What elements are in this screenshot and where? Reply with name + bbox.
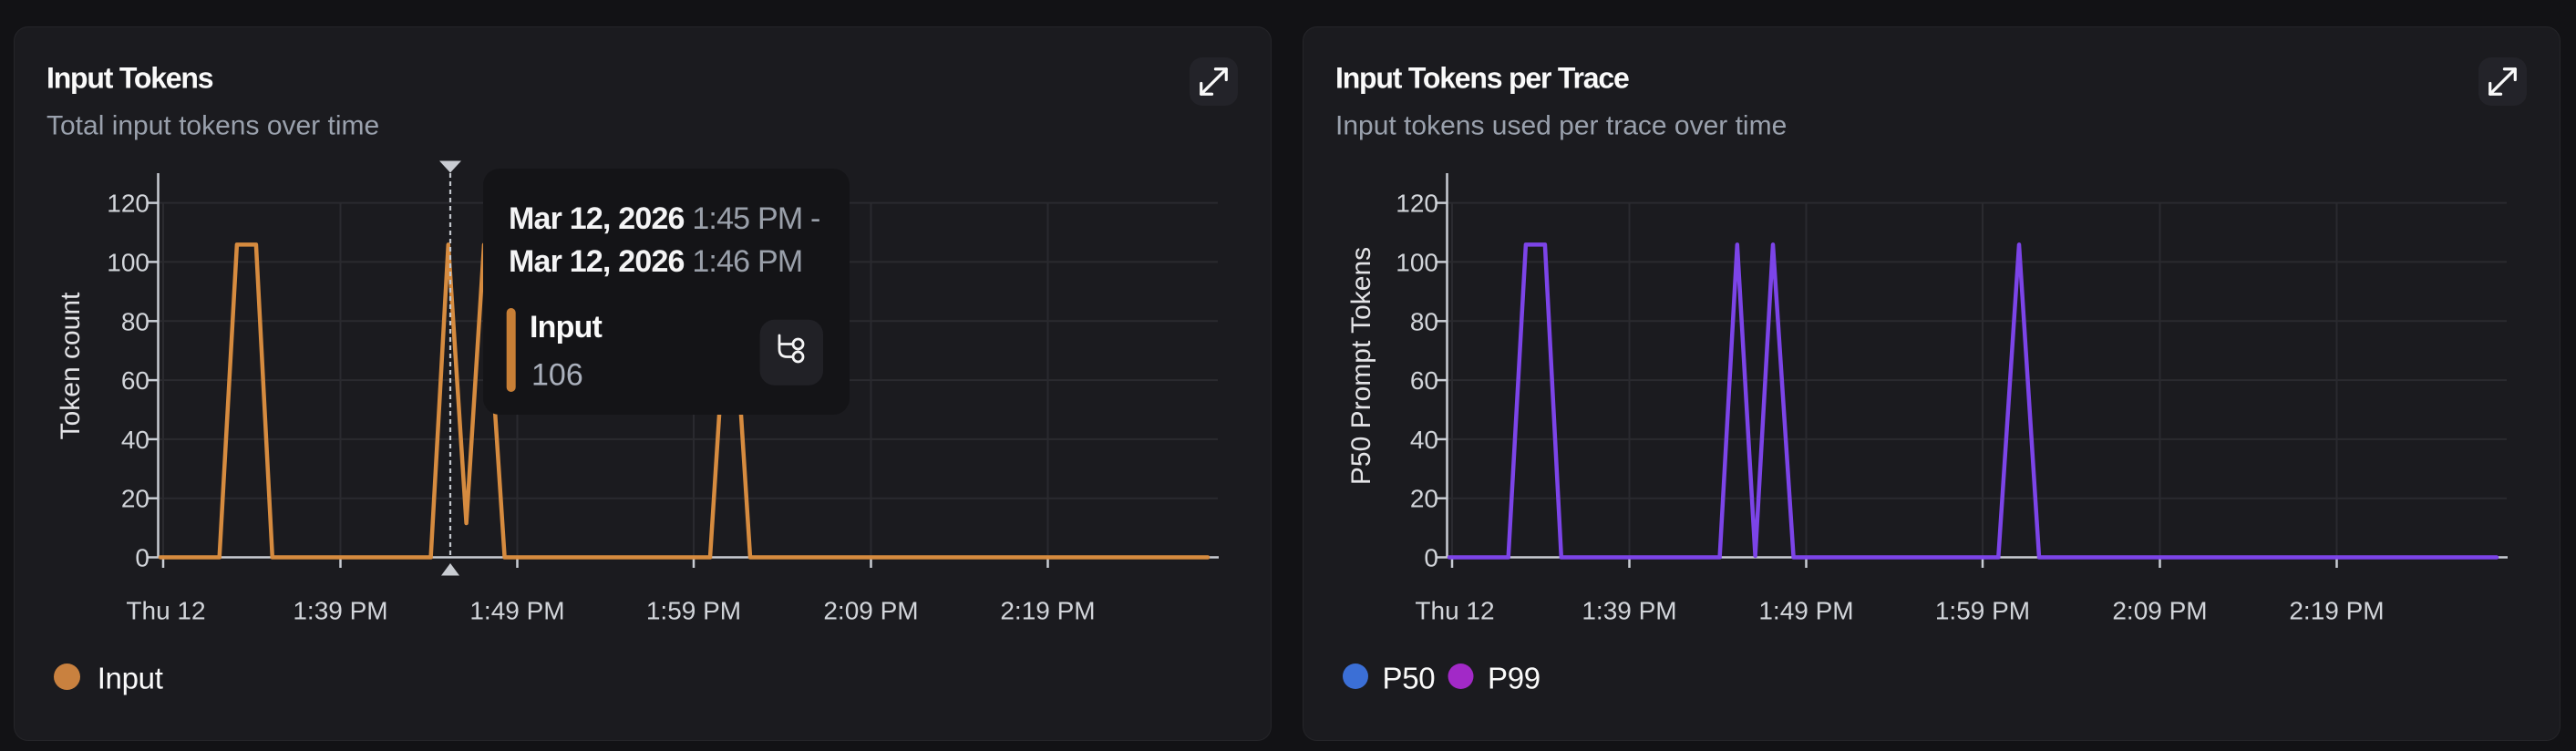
svg-text:Mar 12, 2026 1:45 PM -: Mar 12, 2026 1:45 PM - (509, 201, 820, 236)
svg-text:100: 100 (107, 248, 149, 276)
svg-text:80: 80 (1410, 307, 1438, 335)
svg-text:120: 120 (107, 190, 149, 218)
svg-text:60: 60 (1410, 366, 1438, 395)
svg-text:1:59 PM: 1:59 PM (646, 597, 741, 625)
svg-text:0: 0 (1424, 544, 1438, 572)
svg-text:Mar 12, 2026 1:46 PM: Mar 12, 2026 1:46 PM (509, 244, 802, 279)
svg-text:1:49 PM: 1:49 PM (1758, 597, 1853, 625)
svg-text:Total input tokens over time: Total input tokens over time (46, 110, 379, 140)
svg-text:P99: P99 (1488, 662, 1540, 695)
svg-text:1:59 PM: 1:59 PM (1935, 597, 2030, 625)
svg-text:100: 100 (1396, 248, 1438, 276)
svg-text:60: 60 (121, 366, 149, 395)
svg-text:Thu 12: Thu 12 (1415, 597, 1494, 625)
svg-text:40: 40 (121, 426, 149, 454)
svg-text:P50 Prompt Tokens: P50 Prompt Tokens (1346, 247, 1376, 485)
svg-text:1:49 PM: 1:49 PM (469, 597, 564, 625)
svg-text:80: 80 (121, 307, 149, 335)
svg-text:Input: Input (98, 662, 163, 695)
svg-text:40: 40 (1410, 426, 1438, 454)
svg-text:2:09 PM: 2:09 PM (823, 597, 918, 625)
svg-text:2:09 PM: 2:09 PM (2112, 597, 2207, 625)
svg-text:1:39 PM: 1:39 PM (1582, 597, 1676, 625)
svg-text:Token count: Token count (56, 292, 86, 439)
svg-text:106: 106 (531, 358, 583, 393)
svg-text:Thu 12: Thu 12 (126, 597, 205, 625)
svg-text:120: 120 (1396, 190, 1438, 218)
svg-text:2:19 PM: 2:19 PM (2289, 597, 2384, 625)
svg-text:Input tokens used per trace ov: Input tokens used per trace over time (1335, 110, 1787, 140)
svg-text:Input Tokens: Input Tokens (46, 62, 213, 95)
svg-text:0: 0 (135, 544, 149, 572)
svg-text:1:39 PM: 1:39 PM (293, 597, 387, 625)
svg-text:20: 20 (121, 485, 149, 513)
svg-text:Input Tokens per Trace: Input Tokens per Trace (1335, 62, 1629, 95)
svg-text:P50: P50 (1383, 662, 1436, 695)
svg-text:2:19 PM: 2:19 PM (1000, 597, 1095, 625)
svg-text:20: 20 (1410, 485, 1438, 513)
svg-text:Input: Input (530, 310, 603, 345)
